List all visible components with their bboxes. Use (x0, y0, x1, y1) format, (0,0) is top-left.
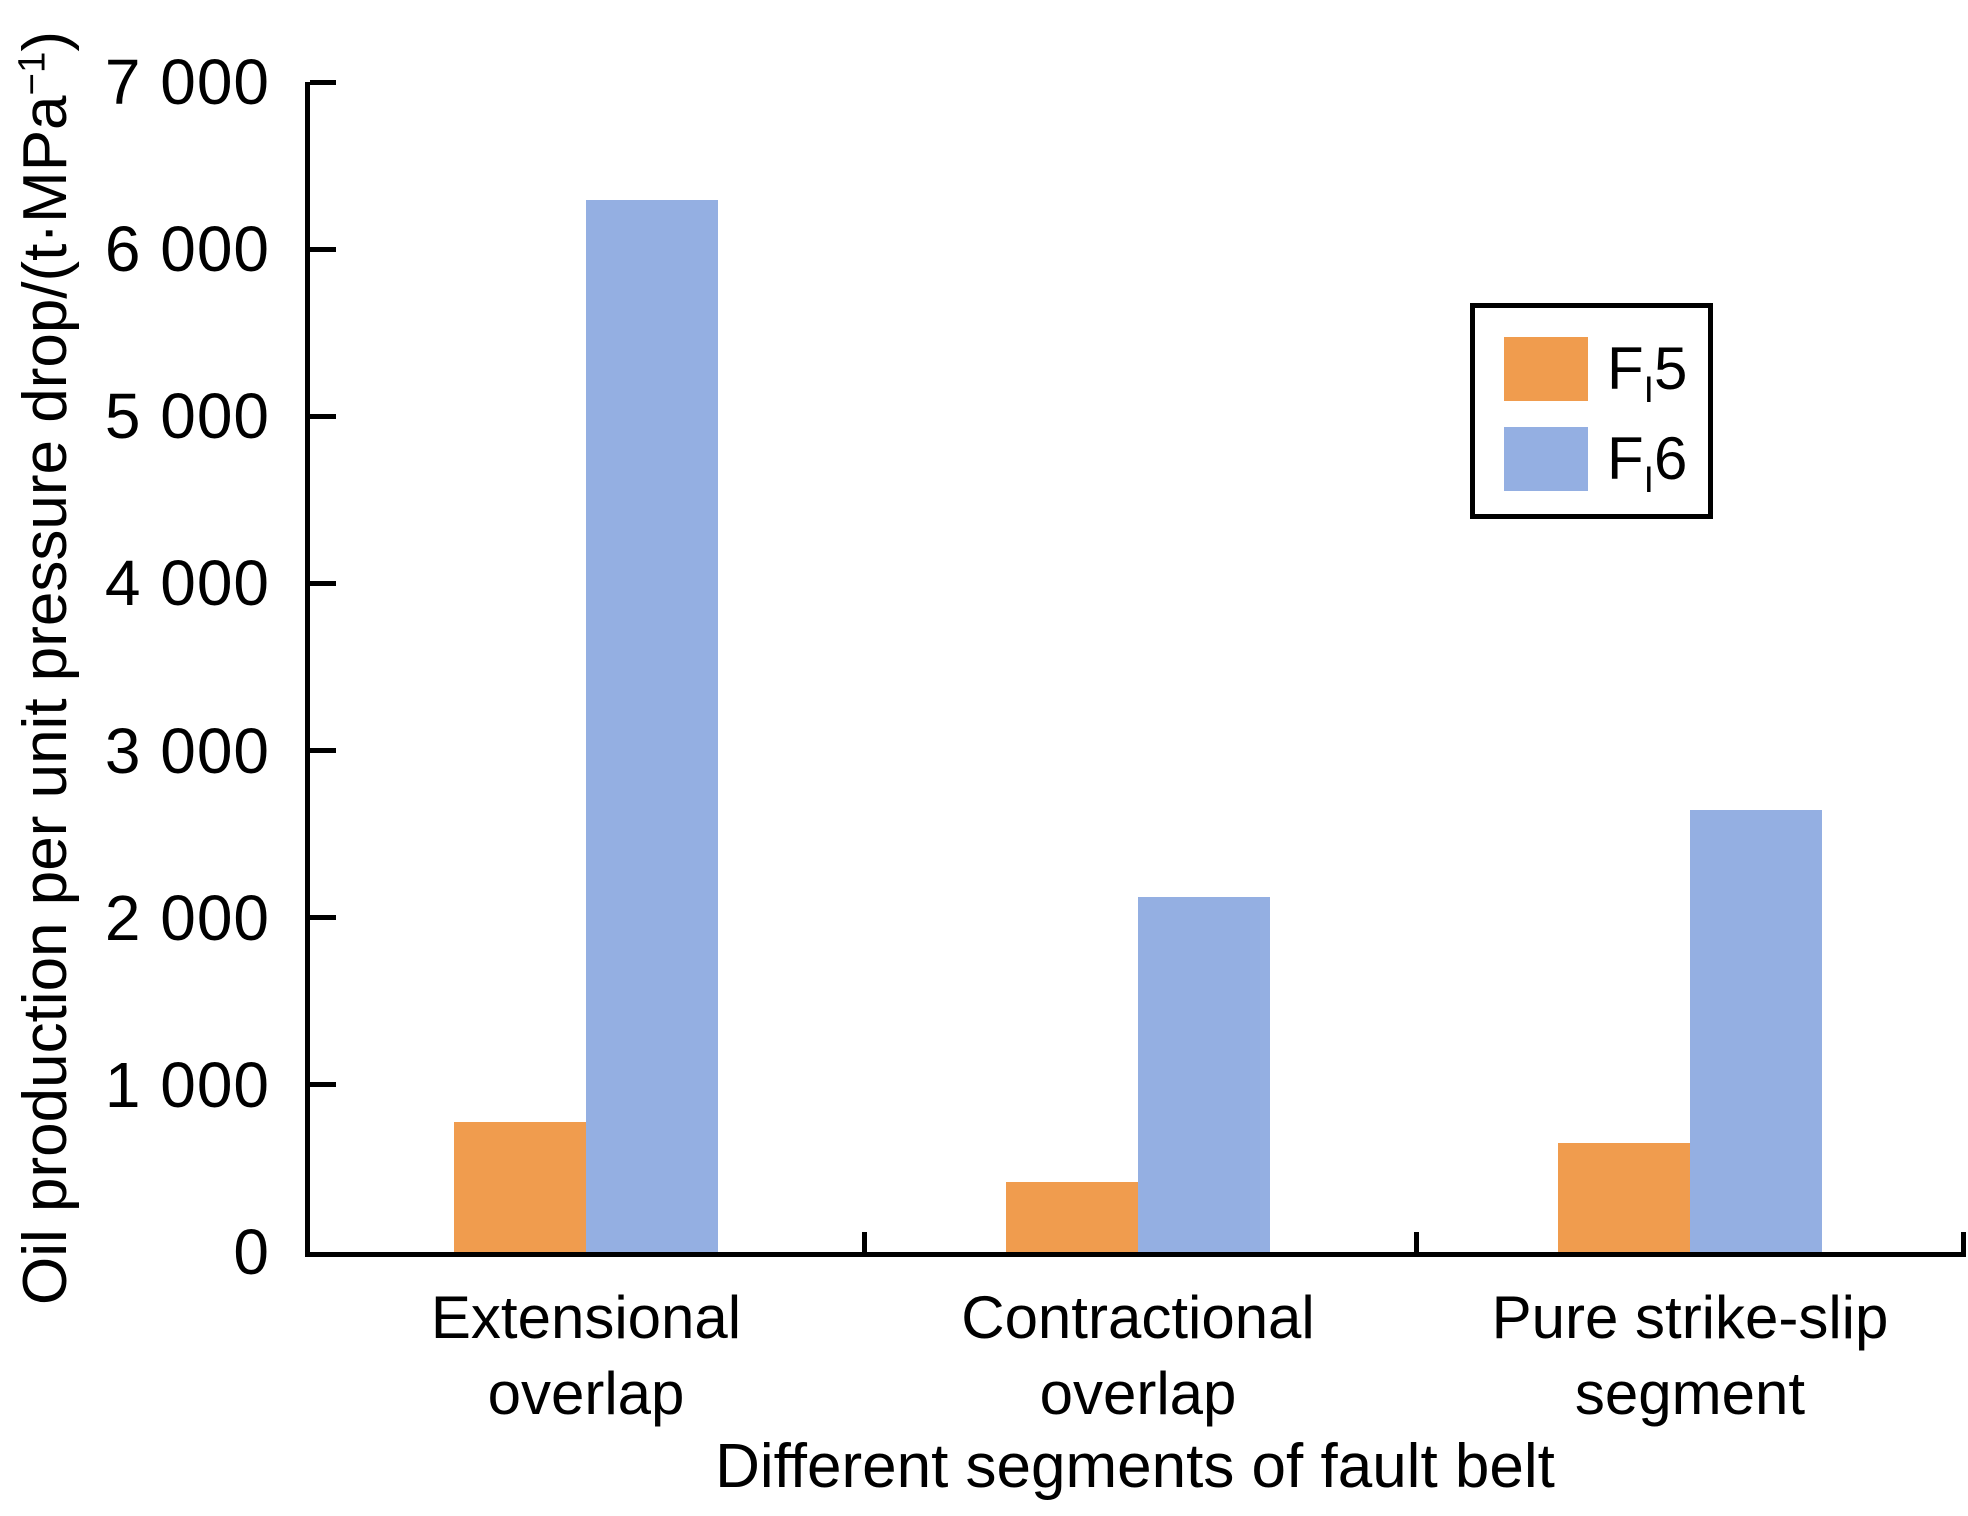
legend-label-fi6: FI6 (1607, 425, 1688, 498)
y-axis-tick (310, 1082, 336, 1087)
x-axis-tick (862, 1232, 867, 1252)
category-label-line: overlap (1039, 1360, 1237, 1427)
y-axis-tick-label: 3 000 (104, 715, 270, 787)
bar-fi6-extensional-overlap (586, 200, 718, 1252)
legend-label-subscript: I (1643, 458, 1654, 500)
category-label-line: Contractional (961, 1284, 1315, 1351)
bar-fi6-pure-strike-slip-segment (1690, 810, 1822, 1252)
legend-label-number: 5 (1654, 335, 1688, 402)
y-axis-title-close: ) (11, 30, 80, 52)
category-label-line: Extensional (430, 1284, 742, 1351)
y-axis-tick-label: 1 000 (104, 1049, 270, 1121)
category-label-line: overlap (487, 1360, 685, 1427)
bar-fi6-contractional-overlap (1138, 897, 1270, 1252)
y-axis-tick-label: 0 (233, 1216, 270, 1288)
legend-swatch-fi6 (1504, 427, 1588, 491)
bar-fi5-extensional-overlap (454, 1122, 586, 1252)
legend-label-fi5: FI5 (1607, 335, 1688, 408)
bar-fi5-contractional-overlap (1006, 1182, 1138, 1252)
category-label-pure-strike-slip-segment: Pure strike-slip segment (1414, 1280, 1966, 1432)
legend: FI5 FI6 (1470, 303, 1713, 519)
legend-label-subscript: I (1643, 368, 1654, 410)
category-label-extensional-overlap: Extensional overlap (310, 1280, 862, 1432)
y-axis-tick-label: 5 000 (104, 380, 270, 452)
y-axis-tick (310, 414, 336, 419)
bar-fi5-pure-strike-slip-segment (1558, 1143, 1690, 1252)
x-axis-tick (1414, 1232, 1419, 1252)
plot-area: FI5 FI6 (305, 80, 1966, 1257)
y-axis-tick (310, 915, 336, 920)
y-axis-tick-label: 7 000 (104, 46, 270, 118)
x-axis-title: Different segments of fault belt (715, 1432, 1555, 1501)
y-axis-tick (310, 80, 336, 85)
y-axis-tick-label: 6 000 (104, 213, 270, 285)
legend-label-number: 6 (1654, 425, 1688, 492)
y-axis-tick-label: 2 000 (104, 882, 270, 954)
legend-swatch-fi5 (1504, 337, 1588, 401)
x-axis-tick (1961, 1232, 1966, 1252)
y-axis-tick (310, 247, 336, 252)
legend-label-text: F (1607, 335, 1644, 402)
legend-item-fi5: FI5 (1504, 335, 1688, 408)
legend-item-fi6: FI6 (1504, 425, 1688, 498)
category-label-line: Pure strike-slip (1491, 1284, 1889, 1351)
y-axis-tick-label: 4 000 (104, 547, 270, 619)
category-label-contractional-overlap: Contractional overlap (862, 1280, 1414, 1432)
y-axis-tick (310, 748, 336, 753)
category-label-line: segment (1574, 1360, 1806, 1427)
y-axis-tick (310, 581, 336, 586)
legend-label-text: F (1607, 425, 1644, 492)
